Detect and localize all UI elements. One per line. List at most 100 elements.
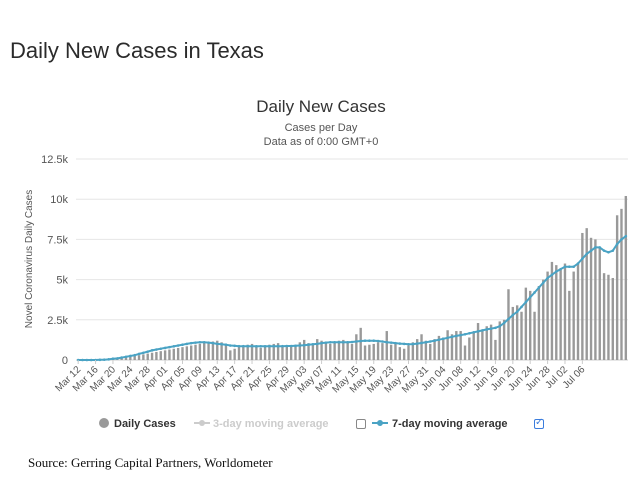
ma7-point [355, 340, 358, 343]
daily-cases-bar [311, 344, 315, 360]
daily-cases-bar [529, 290, 532, 360]
ma7-point [363, 339, 367, 343]
daily-cases-bar [524, 287, 528, 360]
daily-cases-bar [446, 330, 449, 360]
daily-cases-bar [437, 335, 441, 360]
daily-cases-bar [433, 339, 436, 360]
daily-cases-bar [320, 340, 323, 360]
y-tick-label: 5k [56, 275, 68, 287]
legend-item-7-day-average[interactable]: 7-day moving average [372, 418, 508, 430]
y-axis-label: Novel Coronavirus Daily Cases [24, 190, 35, 328]
ma3-legend-marker [199, 420, 205, 426]
ma7-toggle-checkbox[interactable] [534, 417, 544, 429]
daily-cases-bar [602, 273, 606, 360]
ma7-point [533, 291, 536, 294]
daily-cases-bar [620, 208, 623, 360]
seven-day-average-line [76, 234, 628, 362]
ma7-point [607, 250, 610, 254]
ma7-point [281, 344, 284, 348]
daily-cases-bar [255, 346, 258, 360]
daily-cases-bar [242, 345, 245, 360]
ma7-point [163, 346, 167, 350]
daily-cases-bar [515, 305, 519, 360]
ma7-point [489, 327, 493, 330]
daily-cases-bar [429, 343, 432, 360]
daily-cases-bar [263, 345, 267, 360]
daily-cases-bar [511, 306, 515, 360]
daily-cases-bar [385, 331, 388, 360]
daily-cases-bar [624, 195, 628, 360]
daily-cases-bar [494, 339, 497, 360]
ma7-point [402, 342, 406, 346]
ma7-point [441, 337, 445, 341]
y-tick-label: 12.5k [41, 154, 68, 166]
ma7-point [185, 342, 189, 346]
daily-cases-bar [298, 342, 302, 360]
ma7-point [155, 348, 158, 351]
ma3-toggle-checkbox[interactable] [356, 419, 366, 429]
ma7-point [507, 317, 510, 321]
daily-cases-bar [520, 311, 523, 360]
daily-cases-bar [411, 342, 415, 360]
daily-cases-bar [272, 343, 275, 360]
y-tick-label: 7.5k [47, 234, 68, 246]
ma7-point [515, 310, 519, 314]
y-tick-label: 10k [50, 194, 68, 206]
ma7-point [494, 326, 497, 330]
daily-cases-bar [611, 277, 614, 360]
ma7-point [420, 341, 423, 345]
ma7-point [107, 358, 110, 361]
ma7-point [285, 344, 289, 348]
ma7-point [594, 246, 597, 249]
ma7-point [81, 358, 84, 362]
ma7-point [168, 345, 171, 349]
legend-item-daily-cases[interactable]: Daily Cases [99, 418, 176, 430]
daily-cases-bar [233, 348, 236, 360]
ma7-point [459, 333, 462, 337]
daily-cases-bar [368, 344, 371, 360]
ma7-point [328, 341, 332, 344]
daily-cases-bar [346, 342, 349, 360]
ma7-point [242, 344, 245, 348]
ma7-point [372, 339, 376, 343]
source-note: Source: Gerring Capital Partners, Worldo… [28, 455, 273, 470]
chart-subtitle-line-1: Cases per Day [285, 122, 358, 134]
chart-title: Daily New Cases [256, 97, 385, 116]
daily-cases-bar [372, 343, 375, 360]
daily-cases-bar [359, 327, 362, 360]
daily-cases-bar [537, 286, 541, 360]
daily-cases-bar [307, 343, 310, 360]
daily-cases-bar [472, 332, 475, 360]
daily-cases-bar [350, 343, 354, 360]
daily-cases-bar [142, 354, 145, 360]
daily-cases-bar [394, 343, 397, 360]
daily-cases-bar [481, 329, 484, 360]
ma7-point [228, 344, 232, 347]
ma7-point [359, 339, 362, 343]
ma7-point [224, 343, 228, 347]
ma7-point [481, 329, 484, 332]
ma7-point [142, 351, 145, 355]
daily-cases-bar [211, 341, 215, 360]
ma7-point [115, 357, 119, 360]
daily-cases-bar [246, 344, 249, 360]
ma7-point [554, 270, 558, 273]
daily-cases-bar [424, 340, 428, 360]
ma7-point [211, 341, 215, 345]
ma7-point [576, 262, 580, 265]
ma7-point [272, 344, 276, 348]
daily-cases-bar [281, 345, 284, 360]
grid-lines [76, 158, 628, 361]
daily-cases-bar [220, 342, 223, 360]
legend-item-3-day-average[interactable]: 3-day moving average [194, 418, 329, 430]
daily-cases-bar [542, 279, 545, 360]
daily-cases-bar [589, 237, 593, 360]
ma7-point [207, 341, 210, 344]
chart-subtitle-line-2: Data as of 0:00 GMT+0 [264, 136, 379, 148]
ma7-point [476, 330, 480, 333]
ma7-point [159, 347, 163, 351]
daily-cases-bar [316, 339, 319, 360]
daily-cases-bar [568, 290, 571, 360]
daily-cases-bar [615, 215, 619, 360]
ma7-point [620, 238, 623, 241]
